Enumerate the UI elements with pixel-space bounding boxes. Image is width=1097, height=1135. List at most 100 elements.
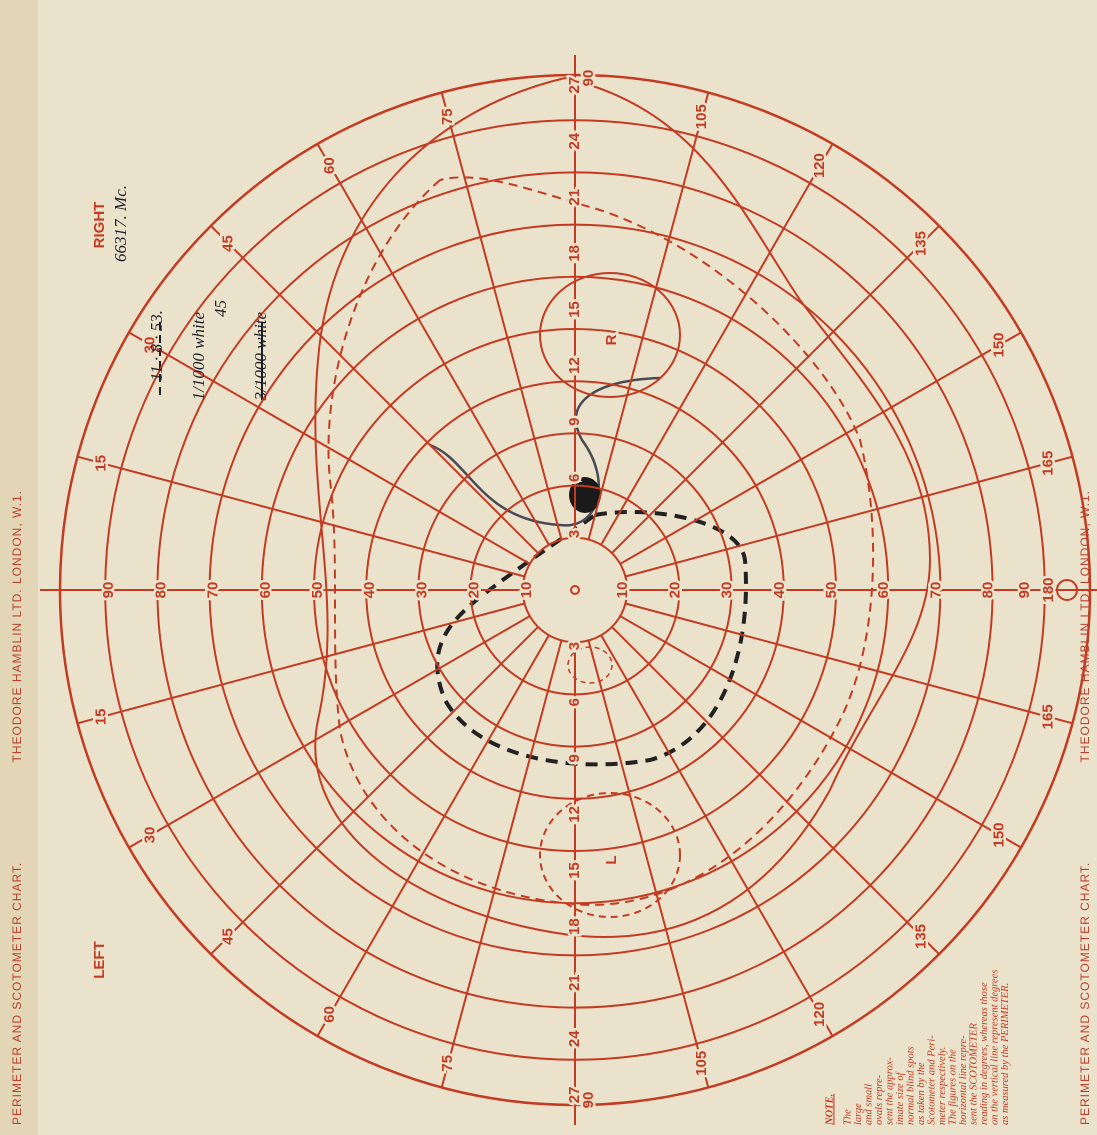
note-line: as taken by the [916,1062,927,1125]
left-margin-strip [0,0,38,1135]
scotometer-label: 21 [566,189,583,206]
meridian-line [128,331,531,565]
note-line: The [842,1109,853,1125]
note-line: imate size of [895,1070,906,1125]
note-line: ovals repre- [874,1074,885,1125]
handwriting: 66317. Mc. [111,185,130,262]
meridian-label: 90 [580,1092,597,1109]
ring-label: 10 [518,582,535,599]
meridian-line [210,626,539,955]
meridian-line [210,225,539,554]
scotometer-label: 6 [566,698,583,706]
ring-label: 60 [875,582,892,599]
meridian-label: 135 [912,924,929,949]
meridian-label: 105 [693,1051,710,1076]
strip-text: THEODORE HAMBLIN LTD. LONDON, W.1. [10,490,24,762]
meridian-label: 105 [693,104,710,129]
meridian-line [587,640,710,1088]
meridian-line [619,331,1022,565]
scotometer-label: 27 [566,1087,583,1104]
scotometer-label: 12 [566,357,583,374]
meridian-label: 60 [321,1006,338,1023]
scotometer-label: 9 [566,418,583,426]
meridian-label: 75 [439,108,456,125]
ring-label: 90 [100,582,117,599]
fixation-point [570,585,580,595]
meridian-label: 45 [219,235,236,252]
note-line: and small [863,1084,874,1125]
scotoma-outline [435,510,748,767]
meridian-line [619,615,1022,849]
ring-label: 70 [927,582,944,599]
ring-label: 70 [205,582,222,599]
scotometer-label: 3 [566,642,583,650]
blind-spot-oval-large [539,272,681,398]
handwriting: 3/1000 white [251,312,270,402]
meridian-label: 150 [990,822,1007,847]
meridian-line [440,640,563,1088]
meridian-label: 180 [1040,577,1057,602]
scotometer-label: 27 [566,77,583,94]
ring-label: 80 [152,582,169,599]
meridian-line [77,602,525,725]
handwriting: 45 [211,300,230,317]
scotometer-label: 15 [566,301,583,318]
meridian-line [316,143,550,546]
note-line: meter respectively. [937,1047,948,1125]
scotometer-label: 18 [566,918,583,935]
meridian-label: 120 [811,153,828,178]
handwriting: 11 · 8 · 53. [147,310,166,381]
meridian-label: 165 [1039,451,1056,476]
ring-label: 30 [719,582,736,599]
scotometer-label: 15 [566,862,583,879]
meridian-label: 60 [321,157,338,174]
ring-label: 40 [361,582,378,599]
scotometer-label: 24 [566,1030,583,1047]
note-line: large [853,1103,864,1125]
note-line: on the vertical line represent degrees [989,970,1000,1125]
meridian-label: 135 [912,231,929,256]
meridian-line [611,626,940,955]
meridian-label: 165 [1039,704,1056,729]
meridian-label: 150 [990,332,1007,357]
blind-spot-oval-dashed [539,792,681,918]
meridian-line [316,634,550,1037]
note-line: sent the approx- [884,1057,895,1125]
note-line: sent the SCOTOMETER [968,1023,979,1125]
meridian-line [600,143,834,546]
note-line: horizontal line repre- [958,1035,969,1125]
meridian-label: 45 [219,928,236,945]
meridian-label: 120 [811,1002,828,1027]
scotometer-label: 9 [566,754,583,762]
blind-spot-label: R [603,334,620,345]
ring-label: 50 [823,582,840,599]
meridian-label: 15 [93,455,110,472]
note-line: as measured by the PERIMETER. [1000,983,1011,1125]
meridian-line [625,602,1073,725]
scotometer-label: 24 [566,132,583,149]
ring-label: 10 [614,582,631,599]
ring-label: 30 [413,582,430,599]
ring-label: 90 [1016,582,1033,599]
ring-label: 80 [980,582,997,599]
meridian-line [440,92,563,540]
blind-spot-label: L [603,855,620,864]
side-label: RIGHT [91,202,108,249]
ring-label: 20 [666,582,683,599]
note-line: The figures on the [947,1049,958,1125]
meridian-label: 15 [93,708,110,725]
ring-label: 50 [309,582,326,599]
meridian-label: 30 [142,337,159,354]
strip-text: THEODORE HAMBLIN LTD. LONDON, W.1. [1078,490,1092,762]
ring-label: 60 [257,582,274,599]
strip-text: PERIMETER AND SCOTOMETER CHART. [1078,862,1092,1125]
side-label: LEFT [91,941,108,979]
meridian-line [611,225,940,554]
scotometer-label: 3 [566,530,583,538]
meridian-line [600,634,834,1037]
meridian-label: 75 [439,1055,456,1072]
strip-text: PERIMETER AND SCOTOMETER CHART. [10,862,24,1125]
scotometer-label: 18 [566,245,583,262]
